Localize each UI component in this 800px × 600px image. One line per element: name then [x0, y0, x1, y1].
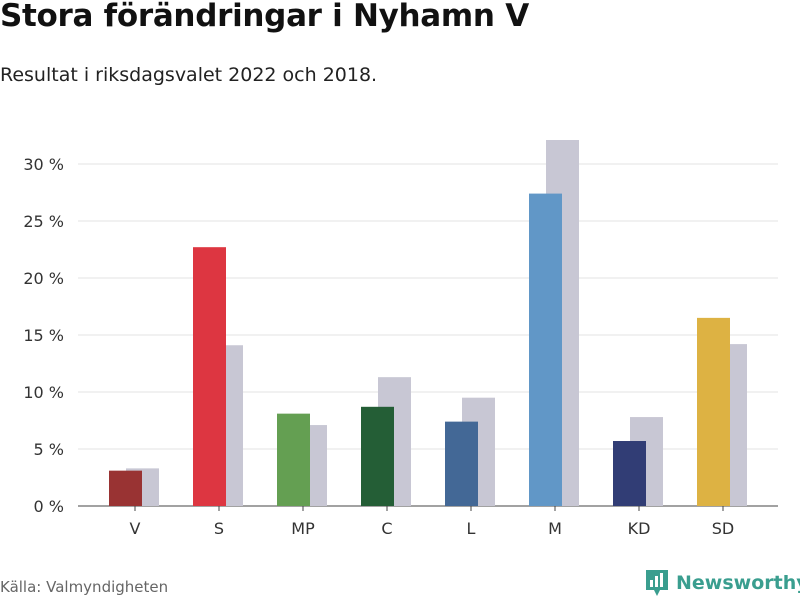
bar-2022 [697, 317, 730, 506]
y-tick-label: 10 % [23, 383, 64, 402]
bar-2022 [613, 441, 646, 506]
x-tick-label: SD [712, 519, 734, 538]
x-tick-label: L [467, 519, 476, 538]
x-tick-label: KD [628, 519, 651, 538]
x-tick-label: S [214, 519, 224, 538]
bar-2022 [529, 193, 562, 506]
x-tick-label: MP [291, 519, 315, 538]
y-tick-label: 5 % [34, 440, 64, 459]
bar-2022 [361, 406, 394, 506]
newsworthy-logo-icon [646, 570, 668, 596]
bars [109, 140, 747, 507]
y-tick-label: 0 % [34, 497, 64, 516]
y-tick-label: 15 % [23, 326, 64, 345]
bar-2022 [109, 470, 142, 506]
x-tick-label: M [548, 519, 562, 538]
chart-title: Stora förändringar i Nyhamn V [0, 0, 529, 34]
source-note: Källa: Valmyndigheten [0, 578, 169, 596]
y-tick-label: 20 % [23, 269, 64, 288]
bar-2022 [193, 247, 226, 507]
gridlines [78, 163, 778, 507]
y-tick-label: 25 % [23, 212, 64, 231]
y-axis-ticks: 0 % 5 % 10 % 15 % 20 % 25 % 30 % [23, 155, 64, 516]
brand-name: Newsworthy [676, 572, 800, 594]
bar-2022 [445, 421, 478, 506]
x-tick-label: V [130, 519, 141, 538]
x-tick-label: C [381, 519, 392, 538]
brand-logo: Newsworthy [644, 568, 800, 598]
y-tick-label: 30 % [23, 155, 64, 174]
x-axis-ticks: V S MP C L M KD SD [130, 506, 734, 538]
bar-2022 [277, 413, 310, 506]
chart-subtitle: Resultat i riksdagsvalet 2022 och 2018. [0, 64, 378, 86]
